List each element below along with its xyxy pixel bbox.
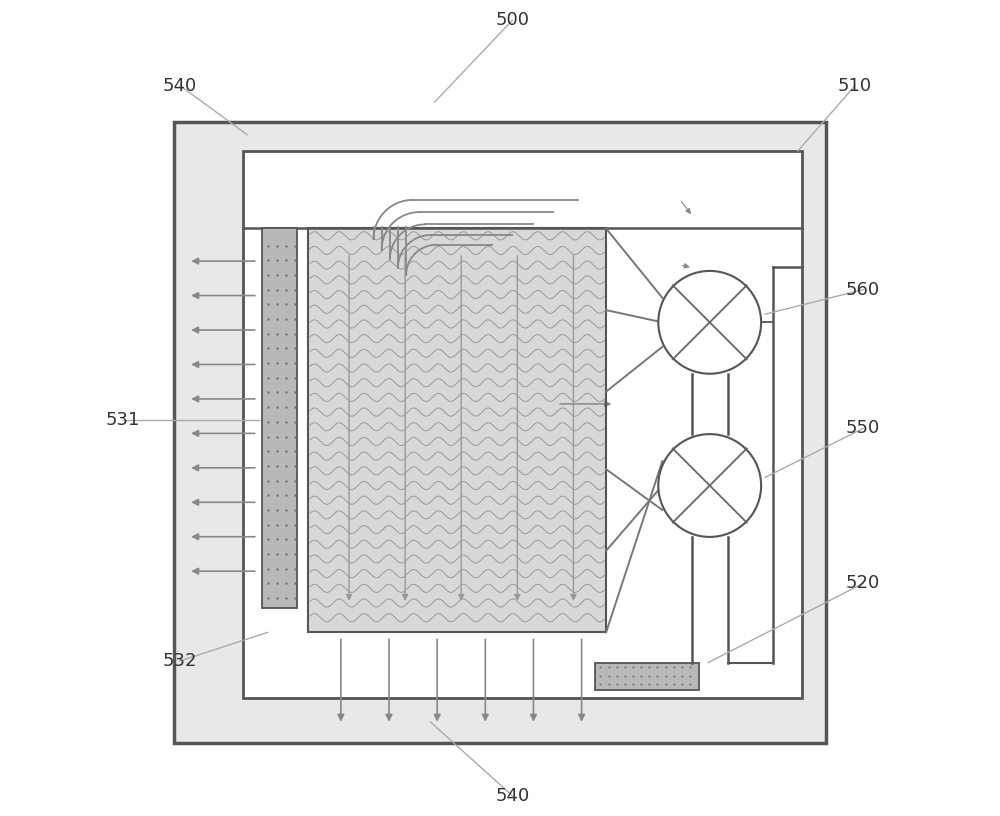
Bar — [595, 663, 699, 690]
Text: 540: 540 — [495, 787, 529, 805]
Bar — [262, 228, 297, 608]
Text: 500: 500 — [495, 11, 529, 29]
Circle shape — [658, 434, 761, 537]
Text: 520: 520 — [846, 574, 880, 592]
Text: 550: 550 — [846, 419, 880, 437]
Text: 532: 532 — [163, 652, 197, 670]
Circle shape — [658, 271, 761, 374]
Bar — [308, 228, 606, 632]
Bar — [308, 228, 606, 632]
Text: 531: 531 — [106, 411, 140, 429]
Text: 560: 560 — [846, 281, 880, 299]
Bar — [174, 122, 826, 743]
Text: 510: 510 — [838, 77, 872, 95]
Bar — [243, 151, 802, 698]
Text: 540: 540 — [163, 77, 197, 95]
